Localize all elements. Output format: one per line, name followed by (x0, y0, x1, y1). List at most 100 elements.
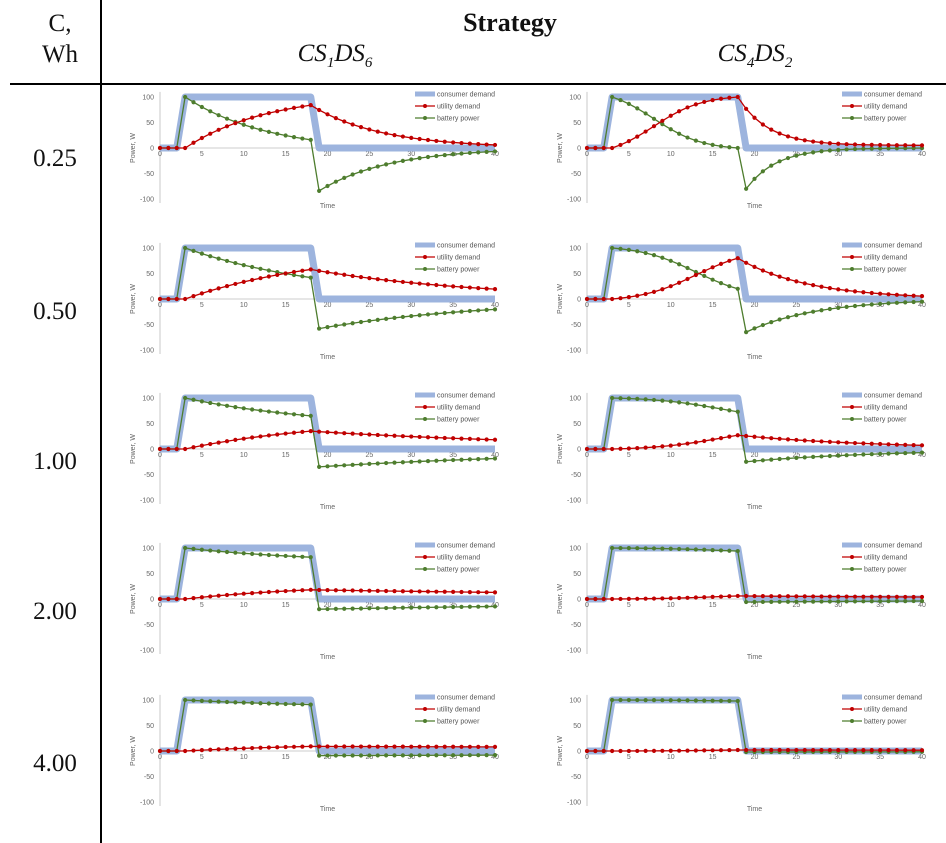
battery-power-point (459, 457, 464, 462)
utility-demand-point (869, 594, 874, 599)
chart-cs4ds2-row-3: 100 50 0 -50 -100 0 5 10 15 20 25 30 35 40 Power, W Tim… (557, 542, 926, 661)
battery-power-point (710, 277, 715, 282)
utility-demand-point (668, 596, 673, 601)
utility-demand-point (157, 596, 163, 602)
utility-demand-point (903, 594, 908, 600)
battery-power-point (317, 326, 322, 331)
utility-demand-point (258, 276, 263, 281)
battery-power-point (476, 150, 481, 155)
utility-demand-point (777, 594, 782, 599)
battery-power-point (760, 599, 765, 605)
utility-demand-point (199, 443, 204, 448)
utility-demand-point (384, 278, 389, 283)
x-tick-label: 35 (876, 151, 884, 158)
y-tick-label: 50 (146, 421, 154, 428)
legend-label-battery-power: battery power (864, 116, 907, 123)
utility-demand-point (375, 277, 380, 282)
utility-demand-point (769, 747, 774, 753)
y-axis-label: Power, W (130, 133, 137, 163)
strategy-b-ds-sub: 2 (784, 55, 793, 71)
utility-demand-point (584, 748, 590, 754)
y-axis-label: Power, W (130, 284, 137, 314)
battery-power-point (241, 700, 246, 705)
utility-demand-point (752, 264, 757, 270)
battery-power-point (760, 322, 765, 328)
battery-power-point (752, 458, 757, 464)
utility-demand-point (216, 286, 221, 291)
battery-power-point (894, 146, 899, 151)
battery-power-point (802, 599, 807, 604)
battery-power-point (878, 146, 883, 151)
utility-demand-point (718, 748, 724, 753)
utility-demand-point (811, 139, 816, 144)
battery-power-point (224, 258, 230, 264)
battery-power-point (777, 599, 782, 604)
battery-power-point (342, 463, 347, 468)
battery-power-point (250, 125, 255, 130)
battery-power-point (425, 458, 431, 464)
y-tick-label: 0 (150, 146, 154, 153)
utility-demand-point (651, 289, 657, 294)
utility-demand-point (886, 442, 891, 447)
utility-demand-point (333, 271, 338, 276)
legend-marker-utility-demand (423, 707, 427, 711)
utility-demand-point (442, 139, 447, 144)
battery-power-point (375, 317, 380, 322)
legend-label-consumer-demand: consumer demand (864, 393, 922, 400)
legend-label-consumer-demand: consumer demand (437, 695, 495, 702)
x-tick-label: 40 (491, 302, 499, 309)
battery-power-point (333, 323, 338, 328)
utility-demand-point (593, 446, 598, 452)
battery-power-point (894, 599, 899, 604)
battery-power-point (459, 151, 464, 156)
x-axis-label: Time (320, 354, 335, 361)
utility-demand-point (417, 744, 422, 749)
x-tick-label: 40 (918, 302, 926, 309)
utility-demand-point (685, 276, 690, 282)
legend-marker-battery-power (423, 719, 427, 723)
utility-demand-point (442, 589, 447, 594)
legend-marker-battery-power (850, 719, 854, 723)
battery-power-point (375, 606, 380, 611)
utility-demand-point (308, 103, 313, 108)
legend-label-utility-demand: utility demand (864, 707, 907, 714)
battery-power-point (618, 246, 623, 251)
utility-demand-point (610, 748, 615, 754)
utility-demand-point (375, 588, 380, 593)
battery-power-point (283, 701, 288, 707)
y-tick-label: -50 (571, 622, 581, 629)
utility-demand-point (224, 283, 230, 289)
battery-power-point (208, 254, 213, 259)
utility-demand-point (643, 748, 648, 753)
y-tick-label: -50 (144, 322, 154, 329)
battery-power-point (258, 408, 263, 413)
battery-power-point (300, 136, 305, 141)
battery-power-point (836, 453, 841, 458)
battery-power-point (752, 599, 757, 605)
utility-demand-point (593, 145, 598, 151)
battery-power-point (317, 188, 322, 193)
battery-power-point (425, 753, 431, 758)
utility-demand-point (601, 446, 606, 452)
utility-demand-point (233, 437, 238, 443)
utility-demand-point (635, 748, 640, 754)
utility-demand-point (350, 273, 355, 279)
battery-power-point (342, 175, 347, 180)
utility-demand-point (467, 744, 472, 749)
x-tick-label: 30 (834, 151, 842, 158)
row-label-4: 4.00 (33, 750, 77, 777)
x-tick-label: 5 (200, 302, 204, 309)
legend-marker-utility-demand (850, 104, 854, 108)
battery-power-point (827, 306, 832, 312)
utility-demand-point (785, 594, 791, 599)
x-tick-label: 15 (282, 602, 290, 609)
y-tick-label: 100 (142, 396, 154, 403)
y-tick-label: 50 (146, 571, 154, 578)
battery-power-point (275, 131, 280, 136)
utility-demand-point (417, 281, 422, 286)
battery-power-point (266, 268, 271, 273)
battery-power-point (886, 451, 891, 456)
x-tick-label: 10 (667, 452, 675, 459)
battery-power-point (325, 464, 330, 469)
